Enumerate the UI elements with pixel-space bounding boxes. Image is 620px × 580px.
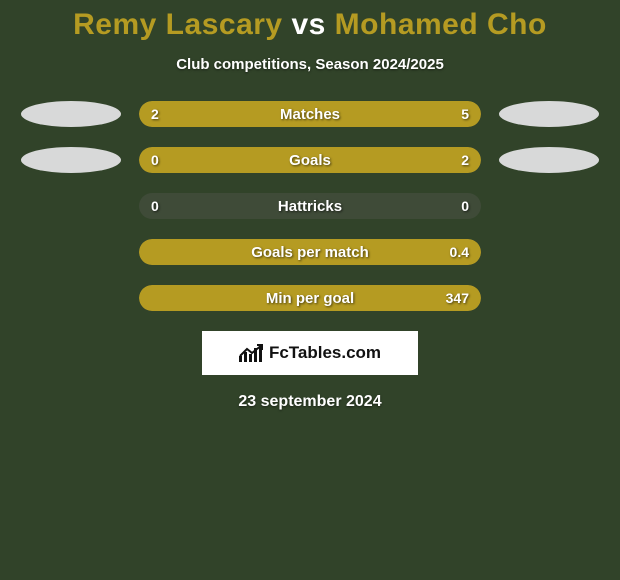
stat-rows: 25Matches02Goals00Hattricks0.4Goals per … [0, 101, 620, 311]
stat-row: 02Goals [0, 147, 620, 173]
spacer [21, 239, 121, 265]
player2-name: Mohamed Cho [335, 8, 547, 41]
stat-row: 0 0Hattricks [0, 193, 620, 219]
stat-row: 25Matches [0, 101, 620, 127]
bar-right-fill [139, 285, 481, 311]
bar-right-fill [237, 101, 481, 127]
stat-value-left: 0 [151, 147, 159, 173]
comparison-card: Remy Lascary vs Mohamed Cho Club competi… [0, 0, 620, 411]
subtitle: Club competitions, Season 2024/2025 [0, 56, 620, 73]
spacer [21, 285, 121, 311]
stat-value-right: 347 [446, 285, 469, 311]
stat-value-right: 2 [461, 147, 469, 173]
stat-label: Hattricks [139, 193, 481, 219]
player2-ellipse [499, 147, 599, 173]
bar-right-fill [139, 239, 481, 265]
stat-bar: 25Matches [139, 101, 481, 127]
stat-value-right: 0 [461, 193, 469, 219]
player2-ellipse [499, 101, 599, 127]
bar-chart-arrow-icon [239, 344, 263, 362]
stat-row: 347Min per goal [0, 285, 620, 311]
vs-label: vs [291, 8, 325, 41]
spacer [499, 239, 599, 265]
logo-box: FcTables.com [202, 331, 418, 375]
player1-ellipse [21, 101, 121, 127]
date-label: 23 september 2024 [0, 393, 620, 411]
stat-bar: 0 0Hattricks [139, 193, 481, 219]
spacer [21, 193, 121, 219]
player1-name: Remy Lascary [73, 8, 282, 41]
player1-ellipse [21, 147, 121, 173]
stat-value-left: 0 [151, 193, 159, 219]
stat-row: 0.4Goals per match [0, 239, 620, 265]
page-title: Remy Lascary vs Mohamed Cho [0, 8, 620, 42]
spacer [499, 193, 599, 219]
bar-right-fill [139, 147, 481, 173]
stat-value-left: 2 [151, 101, 159, 127]
spacer [499, 285, 599, 311]
stat-bar: 02Goals [139, 147, 481, 173]
stat-value-right: 0.4 [450, 239, 469, 265]
stat-bar: 347Min per goal [139, 285, 481, 311]
logo-text: FcTables.com [269, 343, 381, 363]
stat-value-right: 5 [461, 101, 469, 127]
stat-bar: 0.4Goals per match [139, 239, 481, 265]
